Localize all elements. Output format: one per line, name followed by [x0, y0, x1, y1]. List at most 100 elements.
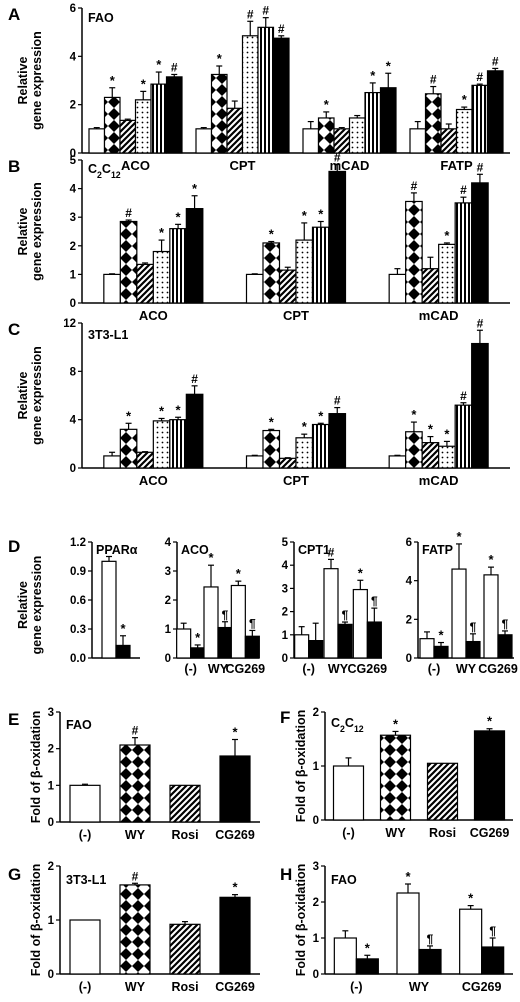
significance-marker: *	[120, 621, 126, 636]
y-tick-label: 6	[406, 537, 412, 549]
y-tick-label: 4	[282, 560, 289, 572]
bar-dots	[152, 420, 171, 469]
category-label: CPT	[283, 473, 309, 488]
y-tick-label: 1	[313, 933, 320, 945]
y-tick-label: 4	[70, 415, 77, 427]
y-axis-label-line: Fold of β-oxidation	[29, 864, 43, 976]
bar-white	[88, 128, 106, 154]
bar-diamond	[424, 93, 442, 154]
bar-diamond	[317, 117, 335, 154]
significance-marker: *	[444, 426, 450, 441]
significance-marker: #	[191, 372, 198, 386]
bar-vertical	[311, 423, 330, 469]
y-tick-label: 0	[282, 653, 288, 665]
significance-marker: #	[460, 389, 467, 403]
panel-label: A	[8, 5, 20, 24]
y-tick-label: 6	[70, 3, 76, 15]
bar-diagonal	[421, 268, 440, 304]
significance-marker: *	[195, 630, 201, 645]
category-label: WY	[409, 980, 430, 994]
bar-diamond	[119, 744, 151, 823]
bar-black	[433, 645, 449, 659]
bar-black	[486, 70, 504, 154]
category-label: WY	[385, 826, 406, 840]
significance-marker: #	[334, 394, 341, 408]
y-tick-label: 2	[282, 607, 288, 619]
y-axis-label-line: gene expression	[30, 182, 44, 281]
bar-black	[190, 647, 206, 659]
significance-marker: ¶	[470, 620, 477, 634]
y-tick-label: 4	[165, 537, 172, 549]
y-tick-label: 2	[313, 707, 319, 719]
panel-E: E FAO 0 1 2 3 Fold of β-oxidation (-) # WY Rosi * CG…	[8, 707, 260, 842]
significance-marker: #	[125, 206, 132, 220]
significance-marker: *	[217, 51, 223, 66]
significance-marker: ¶	[489, 924, 496, 938]
bar-white	[294, 634, 310, 659]
category-label: CG269	[348, 662, 388, 676]
category-label: (-)	[79, 980, 92, 994]
significance-marker: *	[141, 76, 147, 91]
y-tick-label: 4	[70, 184, 77, 196]
bar-white	[195, 128, 213, 154]
category-label: CG269	[470, 826, 510, 840]
bar-diagonal	[136, 451, 154, 469]
y-axis-label-line: gene expression	[30, 556, 44, 655]
y-tick-label: 2	[313, 897, 319, 909]
significance-marker: *	[236, 566, 242, 581]
bar-white	[245, 273, 264, 304]
significance-marker: *	[444, 228, 450, 243]
y-axis-label-line: Relative	[16, 371, 30, 419]
bar-white	[101, 560, 117, 659]
bar-diagonal	[119, 119, 137, 154]
y-tick-label: 0	[406, 653, 412, 665]
significance-marker: *	[405, 869, 411, 884]
bar-diagonal	[169, 923, 201, 975]
significance-marker: ¶	[502, 617, 509, 631]
y-tick-label: 4	[70, 51, 77, 63]
bar-diamond	[119, 884, 151, 975]
bar-white	[332, 765, 365, 821]
significance-marker: *	[318, 408, 324, 423]
bar-white	[203, 586, 219, 659]
bar-diagonal	[426, 762, 459, 821]
bar-black	[165, 76, 183, 154]
y-tick-label: 0.6	[70, 595, 86, 607]
significance-marker: *	[159, 403, 165, 418]
significance-marker: #	[476, 70, 483, 84]
bar-white	[245, 455, 264, 469]
bar-vertical	[169, 419, 187, 469]
significance-marker: #	[460, 183, 467, 197]
category-label: WY	[125, 980, 146, 994]
bar-diamond	[405, 431, 423, 469]
bar-black	[379, 87, 397, 154]
category-label: (-)	[342, 826, 355, 840]
significance-marker: #	[492, 54, 499, 68]
bar-dots	[152, 250, 171, 304]
bar-vertical	[454, 202, 473, 304]
inset-label: C2C12	[88, 162, 121, 180]
significance-marker: *	[126, 408, 132, 423]
y-tick-label: 2	[165, 595, 171, 607]
panel-label: H	[280, 865, 292, 884]
bar-white	[103, 455, 121, 469]
category-label: (-)	[350, 980, 363, 994]
y-axis-label-line: Fold of β-oxidation	[294, 864, 308, 976]
y-tick-label: 0	[70, 148, 76, 160]
significance-marker: *	[192, 181, 198, 196]
bar-white	[333, 937, 357, 975]
y-axis-label: Relative gene expression	[16, 31, 44, 130]
y-tick-label: 0	[70, 298, 76, 310]
bar-diamond	[103, 96, 121, 154]
bar-black	[115, 644, 131, 659]
bar-white	[176, 628, 192, 659]
bar-black	[465, 640, 481, 659]
axes: 0.0 0.3 0.6 0.9 1.2	[70, 537, 140, 665]
significance-marker: *	[365, 940, 371, 955]
category-label: (-)	[79, 828, 92, 842]
significance-marker: *	[318, 206, 324, 221]
bar-dots	[438, 243, 456, 304]
y-tick-label: 3	[48, 707, 54, 719]
